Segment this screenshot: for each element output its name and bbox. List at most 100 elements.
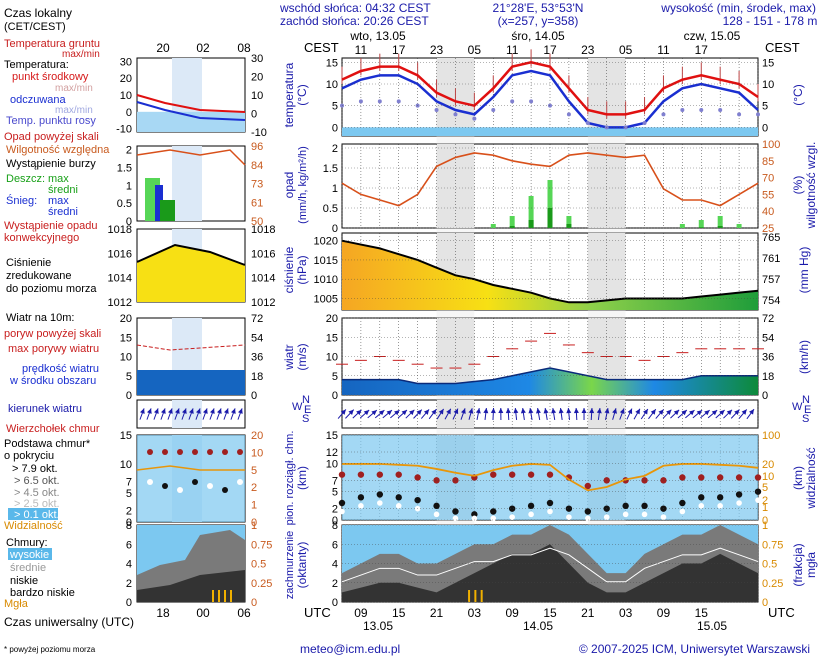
bottom-hour-label: 03 [619, 606, 633, 620]
wind-arrow [528, 407, 534, 421]
tick-label-right: 1 [762, 502, 768, 514]
cloud-top-dot [395, 471, 402, 478]
cloud-top-dot [754, 474, 762, 481]
side-labels: temperatura (°C) (°C) opad (mm/h, kg/m²/… [282, 62, 818, 599]
legend-hour-2: 02 [196, 41, 210, 55]
legend-tick-right: 0.75 [251, 539, 272, 551]
label-temp-right-unit: (°C) [791, 84, 805, 105]
wind-arrow [374, 409, 385, 419]
legend-tick: 0 [126, 216, 132, 228]
tick-label-right: 100 [762, 139, 780, 151]
wind-arrow-head [689, 410, 695, 416]
compass-e: E [304, 404, 311, 416]
tick-label: 1.5 [323, 163, 338, 175]
dew-point-dot [396, 99, 401, 104]
cloud-base-low-dot [433, 511, 440, 518]
legend-rain-max: max [48, 173, 69, 185]
legend-cloud-top: Wierzchołek chmur [6, 423, 100, 435]
tick-label: 1015 [314, 255, 338, 267]
bottom-hour-label: 21 [430, 606, 444, 620]
cloud-top-dot [546, 471, 554, 478]
legend-fog-bar [224, 590, 226, 602]
legend-convective2: konwekcyjnego [4, 232, 79, 244]
legend-wind-arrow [223, 408, 229, 420]
tick-label-right: 0.75 [762, 539, 783, 551]
cloud-top-dot [735, 474, 743, 481]
tick-label: 2 [332, 578, 338, 590]
legend-tick: 1016 [108, 248, 132, 260]
top-hour-label: 11 [657, 43, 670, 57]
utc-label-left: UTC [304, 605, 331, 620]
dew-point-dot [623, 125, 628, 130]
legend-cloud-base-dot [177, 487, 183, 493]
pressure-area [342, 240, 758, 310]
cloud-base-dot [716, 494, 724, 501]
legend-wind-dir: kierunek wiatru [8, 403, 82, 415]
bottom-hour-label: 03 [468, 606, 482, 620]
label-cloud-left: pion. rozciągł. chm. [284, 431, 296, 526]
legend-felt-line [136, 101, 246, 121]
legend-wind-arrow-head [195, 408, 201, 414]
footer-email[interactable]: meteo@icm.edu.pl [300, 642, 400, 656]
wind-arrow [566, 407, 572, 421]
tick-label: 4 [332, 559, 338, 571]
dew-point-dot [756, 112, 760, 117]
tick-label: 15 [326, 57, 338, 69]
cloud-top-dot [452, 477, 459, 484]
legend-tick-right: 1014 [251, 273, 275, 285]
tick-label: 1010 [314, 274, 338, 286]
cloud-base-low-dot [660, 514, 667, 520]
cloud-top-dot [679, 474, 686, 481]
wind-arrow-head [726, 409, 733, 416]
legend-tick: 1.5 [117, 162, 132, 174]
tick-label-right: 1 [762, 520, 768, 532]
cloud-base-low-dot [717, 503, 723, 509]
legend-wind-arrow [230, 408, 236, 420]
tick-label-right: 757 [762, 274, 780, 286]
legend-tick: 4 [126, 559, 132, 571]
legend-tick: 2 [126, 505, 132, 517]
label-wind-left-unit: (m/s) [295, 343, 309, 370]
rain-max-bar [679, 224, 685, 228]
legend-tick: 20 [120, 73, 132, 85]
cloud-base-dot [754, 488, 762, 495]
legend-cloud-top-dot [237, 449, 243, 455]
compass-e-right: E [804, 404, 811, 416]
label-cov-left-unit: (oktanty) [295, 542, 309, 589]
legend-okt45: > 4.5 okt. [14, 487, 60, 499]
compass-s: S [302, 413, 309, 425]
wind-arrow-head [596, 408, 602, 414]
wind-arrow [359, 409, 370, 419]
cloud-base-dot [679, 499, 686, 507]
legend-hour-3: 08 [237, 41, 251, 55]
wind-arrow [483, 407, 489, 421]
legend-night-band [172, 146, 202, 221]
top-hour-label: 17 [543, 43, 557, 57]
wind-arrow-head [461, 408, 466, 414]
altitude-values: 128 - 151 - 178 m [723, 14, 818, 28]
dew-point-dot [680, 108, 685, 112]
cloud-top-dot [414, 474, 421, 481]
legend-tick: 10 [120, 459, 132, 471]
legend-local-time: Czas lokalny [4, 6, 72, 20]
label-temp-left-unit: (°C) [295, 84, 309, 105]
label-press-left: ciśnienie [282, 246, 296, 293]
tick-label-right: 0.5 [762, 559, 777, 571]
legend-tick-right: 73 [251, 179, 263, 191]
legend-tick-right: 36 [251, 352, 263, 364]
legend-rain-mid: średni [48, 184, 78, 196]
cloud-base-low-dot [528, 511, 534, 518]
legend-tick: 2 [126, 578, 132, 590]
coords: 21°28'E, 53°53'N [493, 1, 584, 15]
wind-arrow-head [356, 409, 362, 416]
legend-wind-arrow [181, 408, 187, 420]
legend-tick-right: 5 [251, 465, 257, 477]
legend-tick: -10 [116, 124, 132, 136]
label-press-left-unit: (hPa) [295, 255, 309, 284]
cloud-base-low-dot [395, 503, 402, 509]
wind-arrow-head [566, 408, 572, 414]
legend-wind-arrow [167, 408, 173, 420]
tick-label-right: 55 [762, 189, 774, 201]
wind-arrow-head [386, 410, 392, 416]
